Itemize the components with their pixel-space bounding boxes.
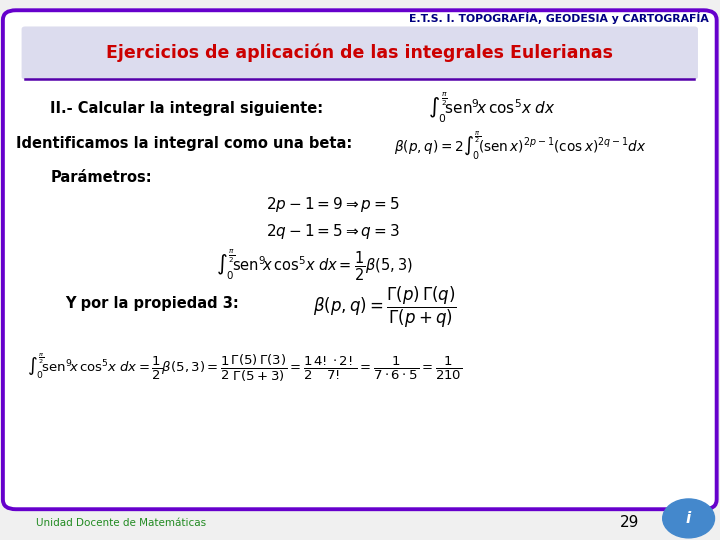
Text: Parámetros:: Parámetros: <box>50 170 152 185</box>
Text: $\int_0^{\frac{\pi}{2}}\!\mathrm{sen}^9\!x\,\cos^5\!x\;dx=\dfrac{1}{2}\beta(5,3): $\int_0^{\frac{\pi}{2}}\!\mathrm{sen}^9\… <box>27 352 463 384</box>
Text: Unidad Docente de Matemáticas: Unidad Docente de Matemáticas <box>36 518 206 528</box>
Circle shape <box>662 499 714 538</box>
Text: $\int_0^{\frac{\pi}{2}}\!\mathrm{sen}^9\!x\,\cos^5\!x\;dx=\dfrac{1}{2}\beta(5,3): $\int_0^{\frac{\pi}{2}}\!\mathrm{sen}^9\… <box>216 248 413 284</box>
Text: Ejercicios de aplicación de las integrales Eulerianas: Ejercicios de aplicación de las integral… <box>107 44 613 62</box>
Text: Identificamos la integral como una beta:: Identificamos la integral como una beta: <box>16 136 352 151</box>
Text: II.- Calcular la integral siguiente:: II.- Calcular la integral siguiente: <box>50 100 323 116</box>
Text: $\int_0^{\frac{\pi}{2}}\!\mathrm{sen}^9\!x\,\cos^5\!x\;dx$: $\int_0^{\frac{\pi}{2}}\!\mathrm{sen}^9\… <box>428 91 555 125</box>
Text: $\beta(p,q)=2\int_0^{\frac{\pi}{2}}\!(\mathrm{sen}\,x)^{2p-1}(\cos x)^{2q-1}dx$: $\beta(p,q)=2\int_0^{\frac{\pi}{2}}\!(\m… <box>395 130 647 162</box>
FancyBboxPatch shape <box>22 26 698 79</box>
Text: i: i <box>686 511 691 526</box>
Text: Y por la propiedad 3:: Y por la propiedad 3: <box>65 296 238 311</box>
Text: 29: 29 <box>620 515 639 530</box>
Text: $\beta(p,q)=\dfrac{\Gamma(p)\,\Gamma(q)}{\Gamma(p+q)}$: $\beta(p,q)=\dfrac{\Gamma(p)\,\Gamma(q)}… <box>313 285 457 330</box>
Text: $2q-1=5\Rightarrow q=3$: $2q-1=5\Rightarrow q=3$ <box>266 221 400 241</box>
Text: E.T.S. I. TOPOGRAFÍA, GEODESIA y CARTOGRAFÍA: E.T.S. I. TOPOGRAFÍA, GEODESIA y CARTOGR… <box>409 12 708 24</box>
FancyBboxPatch shape <box>3 10 716 509</box>
Text: $2p-1=9\Rightarrow p=5$: $2p-1=9\Rightarrow p=5$ <box>266 194 400 214</box>
